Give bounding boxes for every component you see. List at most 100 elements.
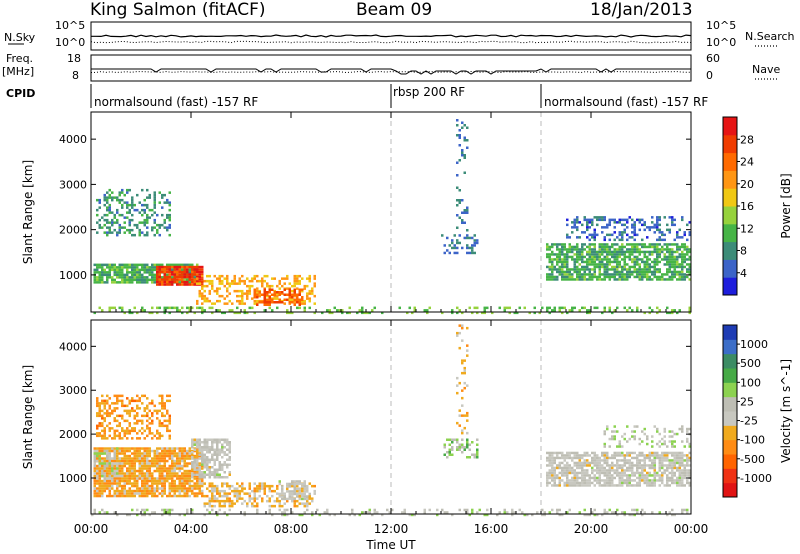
power-cell <box>631 236 634 239</box>
power-cell <box>256 279 259 283</box>
power-cell <box>631 253 634 256</box>
power-cell <box>118 223 121 227</box>
velocity-cell <box>466 456 469 459</box>
power-cell <box>198 270 201 274</box>
power-cell <box>518 306 521 310</box>
velocity-cell <box>578 456 581 460</box>
power-cell <box>176 268 179 271</box>
velocity-cell <box>583 454 586 457</box>
velocity-cell <box>93 477 96 480</box>
power-cell <box>591 275 594 279</box>
velocity-cell <box>568 484 571 487</box>
velocity-cell <box>176 487 179 490</box>
velocity-cell <box>211 438 214 441</box>
power-cell <box>126 211 129 214</box>
velocity-cell <box>173 452 176 455</box>
velocity-cell <box>661 437 664 441</box>
velocity-cell <box>293 487 296 491</box>
power-cell <box>146 263 149 267</box>
velocity-cell <box>553 476 556 480</box>
velocity-cell <box>603 511 606 514</box>
power-cell <box>461 221 464 224</box>
velocity-cell <box>113 452 116 455</box>
velocity-cell <box>368 508 371 512</box>
power-cell <box>178 263 181 267</box>
velocity-cell <box>168 414 171 418</box>
velocity-cell <box>96 459 99 463</box>
power-cell <box>671 270 674 274</box>
power-cell <box>563 253 566 256</box>
velocity-cell <box>93 464 96 468</box>
power-cell <box>663 253 666 256</box>
velocity-cell <box>141 489 144 493</box>
velocity-cell <box>93 457 96 460</box>
velocity-cell <box>548 461 551 465</box>
power-cell <box>576 228 579 232</box>
velocity-cell <box>171 447 174 450</box>
velocity-cell <box>286 485 289 488</box>
velocity-cell <box>166 399 169 403</box>
power-cell <box>636 263 639 266</box>
velocity-cell <box>128 409 131 413</box>
velocity-cell <box>663 464 666 467</box>
velocity-cell <box>236 499 239 503</box>
velocity-cell <box>213 497 216 500</box>
power-cell <box>458 309 461 312</box>
power-cell <box>186 268 189 271</box>
power-cell <box>276 306 279 310</box>
velocity-cell <box>136 482 139 485</box>
power-cell <box>588 263 591 266</box>
velocity-cell <box>253 487 256 490</box>
velocity-cell <box>666 481 669 485</box>
velocity-cell <box>683 454 686 457</box>
velocity-cell <box>186 469 189 473</box>
velocity-colorbar-tick-label: 500 <box>740 357 761 370</box>
velocity-cell <box>298 490 301 493</box>
power-cell <box>263 279 266 283</box>
velocity-cell <box>596 454 599 457</box>
velocity-cell <box>153 482 156 485</box>
power-cell <box>168 270 171 274</box>
velocity-cell <box>673 466 676 470</box>
power-cell <box>146 188 149 192</box>
power-cell <box>103 203 106 207</box>
velocity-cell <box>646 481 649 485</box>
power-cell <box>233 282 236 285</box>
power-cell <box>646 260 649 264</box>
power-cell <box>181 275 184 279</box>
velocity-cell <box>113 479 116 483</box>
velocity-cell <box>651 464 654 467</box>
power-cell <box>201 309 204 312</box>
velocity-cell <box>621 451 624 455</box>
velocity-cell <box>208 438 211 441</box>
power-cell <box>346 311 349 315</box>
velocity-cell <box>601 466 604 470</box>
power-cell <box>588 270 591 274</box>
velocity-cell <box>448 451 451 454</box>
power-cell <box>153 203 156 207</box>
velocity-cell <box>686 461 689 465</box>
velocity-cell <box>116 402 119 405</box>
power-cell <box>593 258 596 261</box>
velocity-cell <box>186 494 189 498</box>
power-cell <box>96 278 99 282</box>
velocity-cell <box>596 461 599 465</box>
velocity-cell <box>688 451 691 455</box>
velocity-cell <box>616 508 619 512</box>
power-cell <box>156 213 159 217</box>
velocity-cell <box>593 464 596 467</box>
velocity-cell <box>161 477 164 480</box>
power-cell <box>586 228 589 232</box>
velocity-cell <box>686 459 689 462</box>
velocity-cell <box>158 487 161 490</box>
velocity-cell <box>511 511 514 514</box>
power-cell <box>598 250 601 254</box>
velocity-cell <box>446 456 449 459</box>
power-cell <box>638 270 641 274</box>
power-cell <box>611 245 614 249</box>
power-cell <box>208 282 211 285</box>
power-cell <box>608 245 611 249</box>
velocity-cell <box>141 469 144 473</box>
power-cell <box>146 268 149 272</box>
power-cell <box>103 231 106 234</box>
